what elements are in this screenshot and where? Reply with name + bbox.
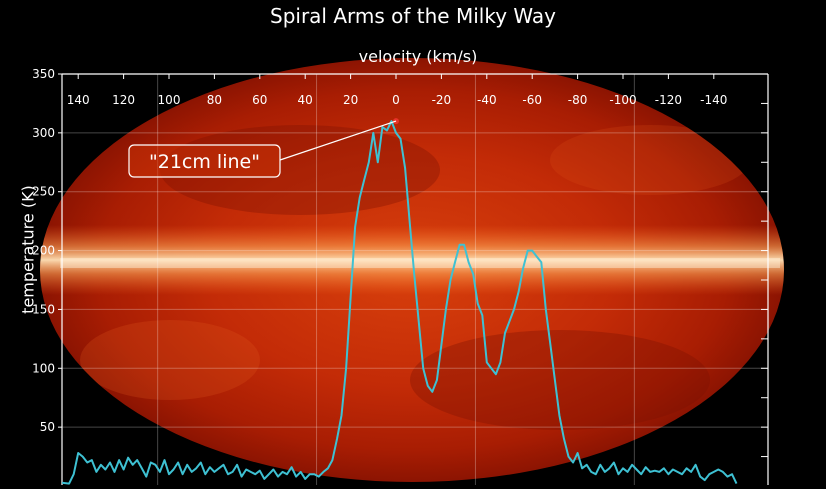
x-tick-label: -120 xyxy=(655,93,682,107)
annotation-label: "21cm line" xyxy=(149,151,260,173)
y-tick-label: 150 xyxy=(32,302,55,316)
x-tick-label: 20 xyxy=(343,93,358,107)
x-tick-label: -20 xyxy=(432,93,452,107)
x-tick-label: 140 xyxy=(67,93,90,107)
grid-lines xyxy=(62,74,768,486)
y-tick-label: 350 xyxy=(32,67,55,81)
x-tick-label: 100 xyxy=(158,93,181,107)
x-tick-label: -100 xyxy=(609,93,636,107)
y-tick-label: 50 xyxy=(40,420,55,434)
x-tick-label: -80 xyxy=(568,93,588,107)
series-line xyxy=(62,120,738,485)
sky-map-background xyxy=(40,58,784,482)
annotation-box xyxy=(128,144,281,178)
x-tick-label: -40 xyxy=(477,93,497,107)
axes-frame xyxy=(61,73,769,486)
y-tick-label: 250 xyxy=(32,185,55,199)
x-axis-label: velocity (km/s) xyxy=(358,47,478,66)
y-tick-label: 100 xyxy=(32,361,55,375)
y-tick-label: 200 xyxy=(32,244,55,258)
annotation-group: "21cm line" xyxy=(128,118,399,178)
x-tick-label: -140 xyxy=(700,93,727,107)
x-tick-label: 40 xyxy=(298,93,313,107)
y-tick-label: 300 xyxy=(32,126,55,140)
chart-title: Spiral Arms of the Milky Way xyxy=(270,4,556,28)
x-tick-label: 0 xyxy=(392,93,400,107)
y-axis-label: temperature (K) xyxy=(18,185,38,314)
x-tick-label: 80 xyxy=(207,93,222,107)
series-group xyxy=(62,120,738,485)
x-tick-label: -60 xyxy=(522,93,542,107)
y-axis-ticks: 50 100 150 200 250 300 350 xyxy=(32,67,62,434)
annotation-leader-line xyxy=(279,120,397,161)
x-tick-label: 60 xyxy=(252,93,267,107)
x-tick-label: 120 xyxy=(112,93,135,107)
x-axis-ticks: 140 120 100 80 60 40 20 0 -20 -40 -60 -80 -100 -120 -1… xyxy=(67,74,727,107)
